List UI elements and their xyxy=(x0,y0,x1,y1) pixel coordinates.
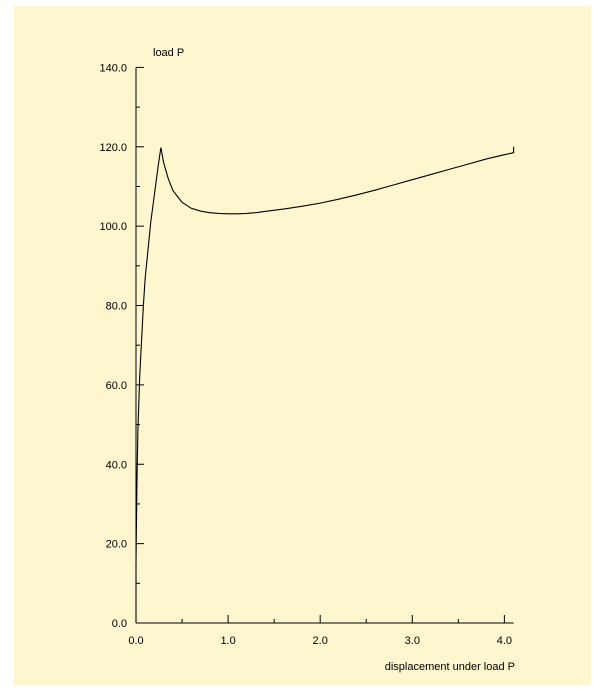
y-axis-label: load P xyxy=(153,47,184,59)
y-tick-label: 120.0 xyxy=(99,142,127,154)
series-line xyxy=(135,146,515,623)
y-tick-label: 20.0 xyxy=(106,539,127,551)
y-tick-label: 0.0 xyxy=(112,618,127,630)
x-axis-label: displacement under load P xyxy=(385,661,515,673)
chart: 0.0 20.0 40.0 60.0 80.0 100.0 120.0 140.0 0.0 1.0… xyxy=(99,47,515,673)
x-tick-label: 1.0 xyxy=(220,635,235,647)
y-tick-label: 80.0 xyxy=(106,301,127,313)
axes xyxy=(135,67,514,624)
x-tick-label: 2.0 xyxy=(313,635,328,647)
x-tick-label: 0.0 xyxy=(128,635,143,647)
ticks xyxy=(135,66,505,624)
x-tick-label: 4.0 xyxy=(497,635,512,647)
y-tick-label: 60.0 xyxy=(106,380,127,392)
y-tick-label: 140.0 xyxy=(99,62,127,74)
tick-labels: 0.0 20.0 40.0 60.0 80.0 100.0 120.0 140.0 0.0 1.0… xyxy=(99,62,512,647)
y-tick-label: 100.0 xyxy=(99,221,127,233)
y-tick-label: 40.0 xyxy=(106,459,127,471)
chart-frame: 0.0 20.0 40.0 60.0 80.0 100.0 120.0 140.0 0.0 1.0… xyxy=(14,6,591,685)
x-tick-label: 3.0 xyxy=(405,635,420,647)
